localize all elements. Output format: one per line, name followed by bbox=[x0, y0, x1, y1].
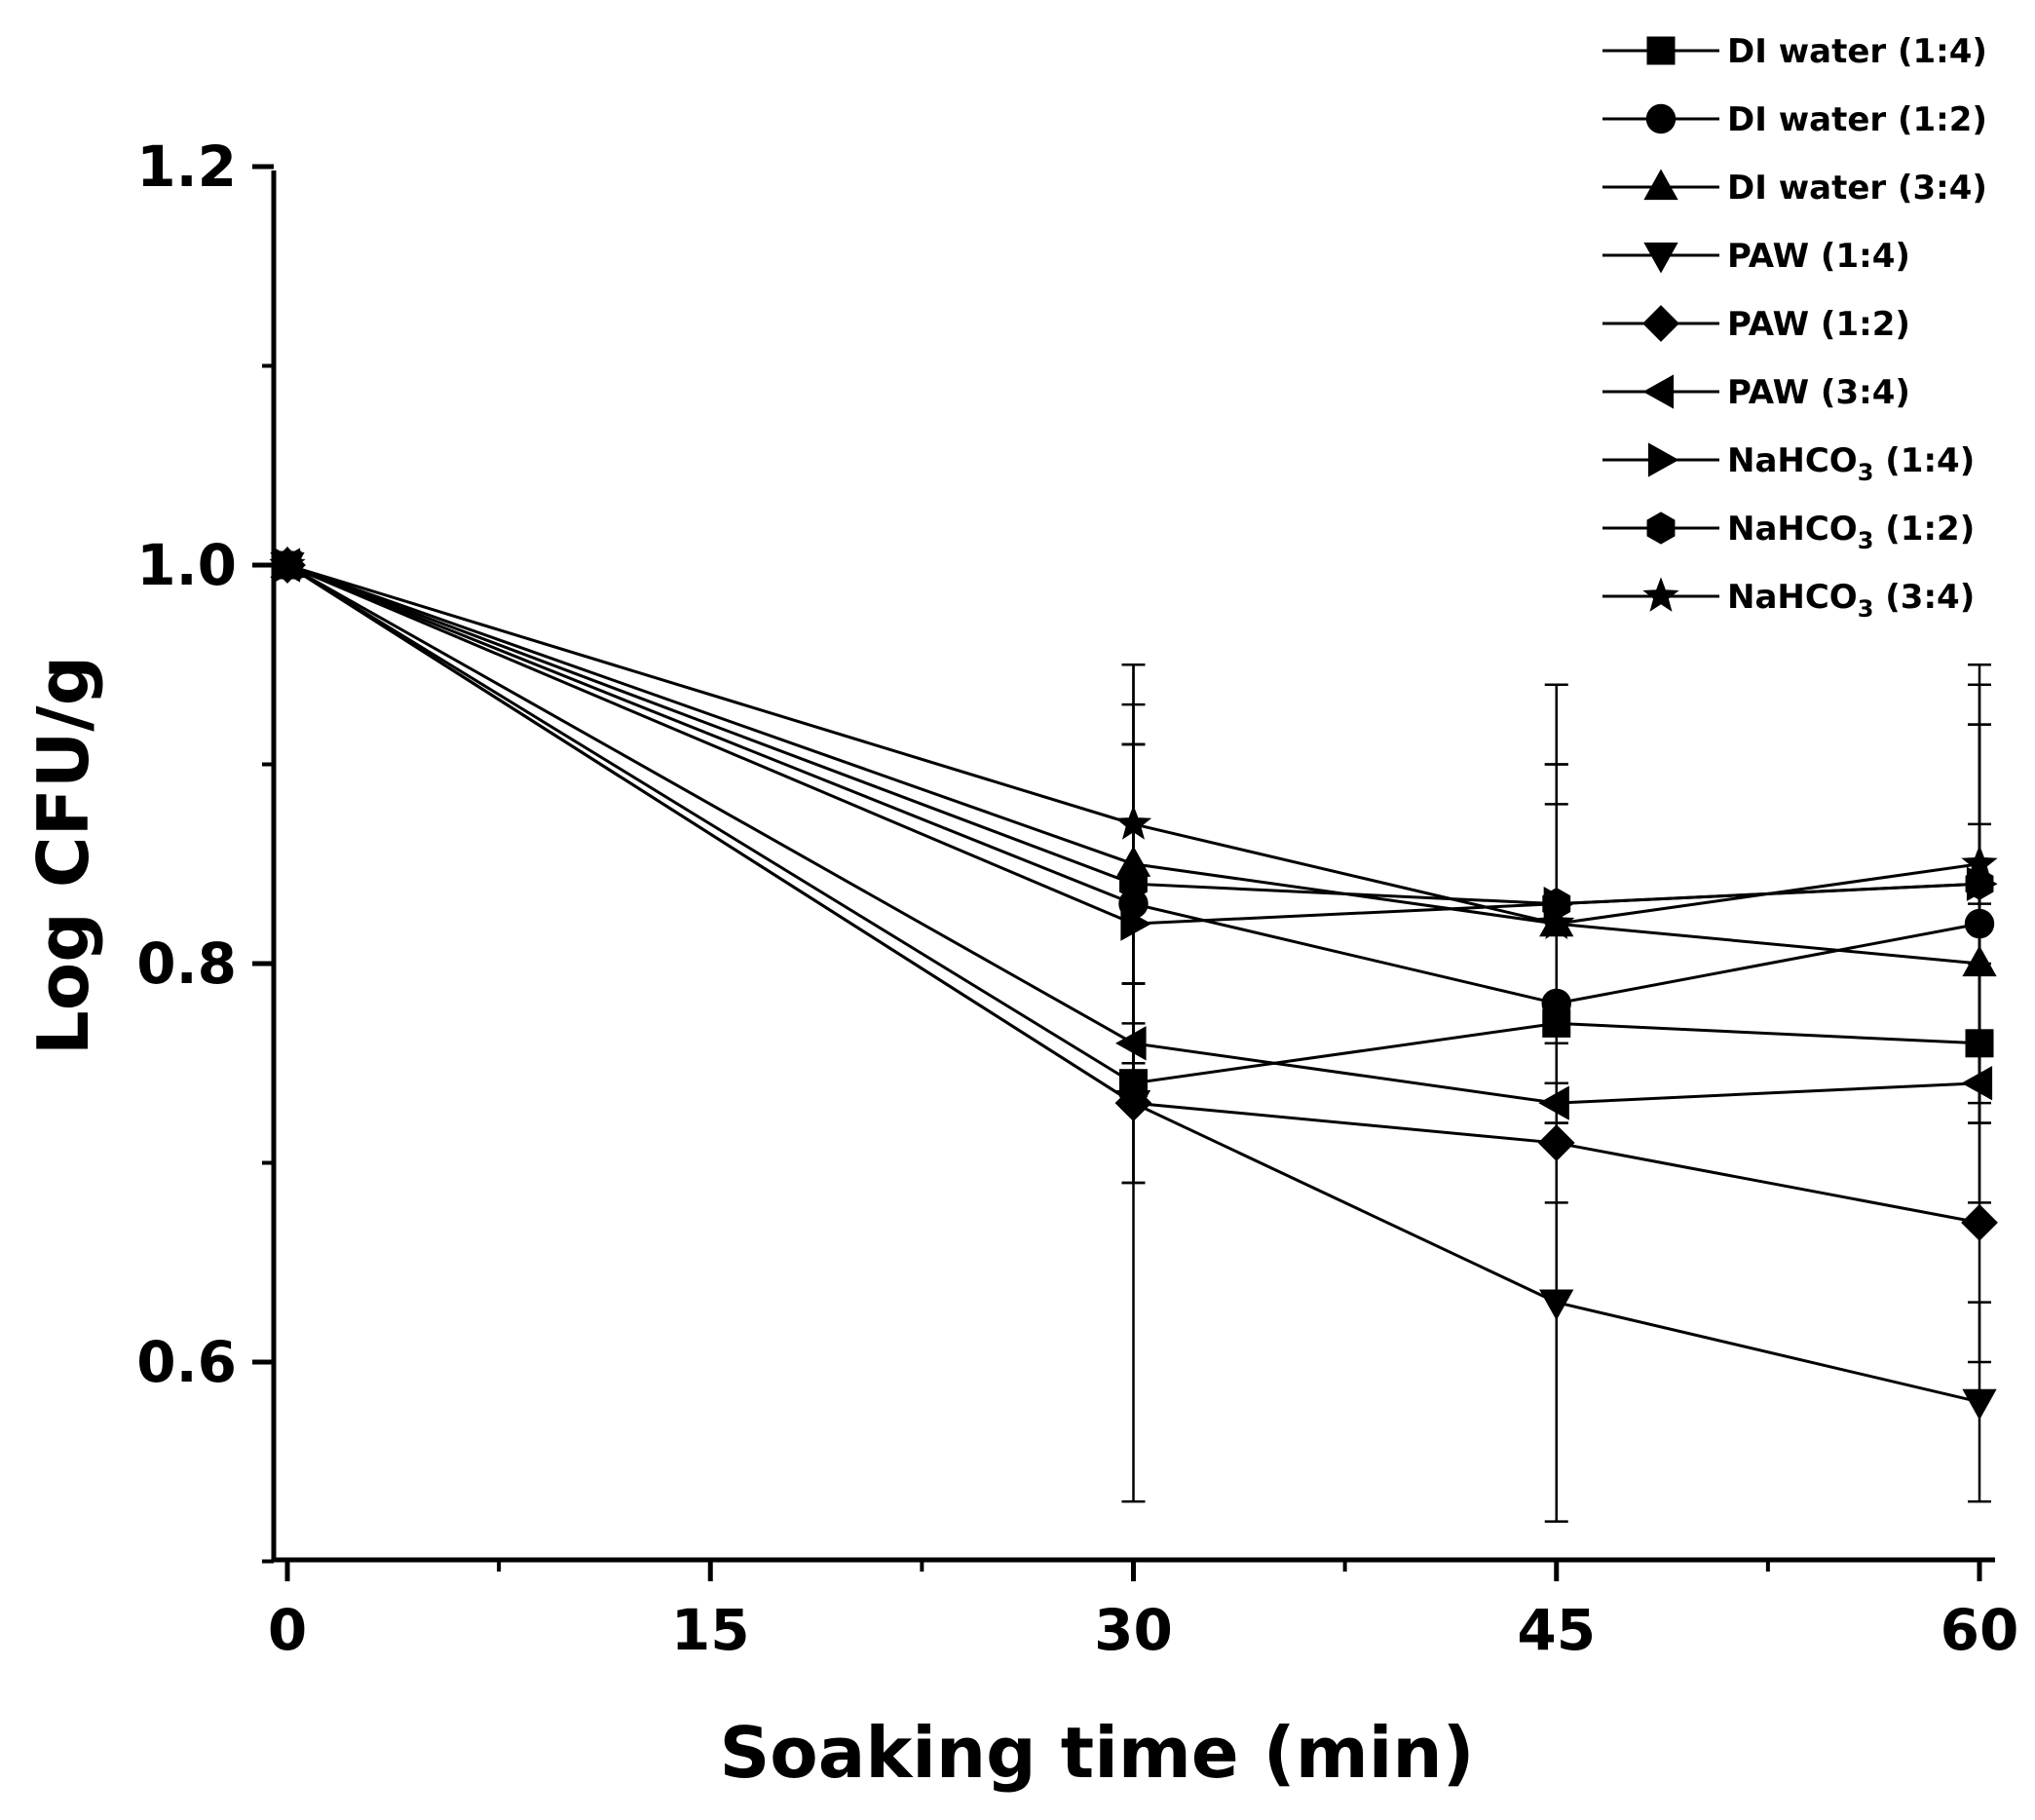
series-line bbox=[286, 563, 1980, 1085]
legend-label: PAW (1:4) bbox=[1727, 237, 1910, 276]
ticks bbox=[252, 164, 1982, 1581]
data-point bbox=[1114, 805, 1152, 840]
legend-label: DI water (3:4) bbox=[1727, 169, 1987, 208]
legend-label-text: PAW (3:4) bbox=[1727, 373, 1910, 412]
x-axis-title: Soaking time (min) bbox=[719, 1712, 1474, 1794]
series-line bbox=[286, 563, 1980, 1225]
data-point bbox=[1120, 906, 1152, 941]
series-line bbox=[286, 563, 1980, 1005]
legend-label-text: NaHCO bbox=[1727, 578, 1858, 617]
data-point bbox=[1964, 908, 1995, 939]
series-line bbox=[286, 563, 1980, 1105]
legend-label-tail: (1:2) bbox=[1873, 510, 1975, 549]
legend-label-text: DI water (3:4) bbox=[1727, 169, 1987, 208]
y-tick-label: 0.8 bbox=[136, 930, 237, 997]
legend-item: DI water (1:4) bbox=[1602, 32, 1987, 71]
legend-item: NaHCO3 (1:4) bbox=[1602, 441, 1975, 486]
legend-marker bbox=[1642, 577, 1679, 612]
legend-item: PAW (1:4) bbox=[1602, 237, 1910, 276]
legend-item: PAW (1:2) bbox=[1602, 305, 1910, 344]
legend-label-text: NaHCO bbox=[1727, 510, 1858, 549]
data-point bbox=[1538, 904, 1575, 939]
legend-marker bbox=[1646, 512, 1676, 545]
data-point bbox=[1539, 1289, 1574, 1321]
x-tick-label: 15 bbox=[671, 1597, 750, 1663]
x-tick-label: 30 bbox=[1094, 1597, 1173, 1663]
legend-label-text: DI water (1:2) bbox=[1727, 100, 1987, 139]
legend-marker bbox=[1645, 103, 1677, 134]
data-point bbox=[1962, 1388, 1997, 1421]
series-lines bbox=[286, 563, 1980, 1404]
legend-item: DI water (3:4) bbox=[1602, 169, 1987, 208]
x-tick-label: 0 bbox=[268, 1597, 307, 1663]
legend-label: NaHCO3 (1:2) bbox=[1727, 510, 1975, 554]
x-tick-label: 45 bbox=[1517, 1597, 1596, 1663]
data-point bbox=[1961, 1066, 1993, 1101]
legend-label-subscript: 3 bbox=[1858, 527, 1874, 554]
data-point bbox=[1119, 867, 1148, 900]
legend-label: DI water (1:2) bbox=[1727, 100, 1987, 139]
data-point bbox=[1114, 1084, 1152, 1122]
legend-label: NaHCO3 (1:4) bbox=[1727, 441, 1975, 486]
data-point bbox=[1965, 1029, 1994, 1058]
data-point bbox=[1538, 1085, 1569, 1120]
x-tick-label: 60 bbox=[1941, 1597, 2019, 1663]
legend-label: DI water (1:4) bbox=[1727, 32, 1987, 71]
data-point bbox=[1962, 945, 1997, 977]
tick-labels: 0.6 0.8 1.0 1.2 0 15 30 45 60 bbox=[136, 133, 2018, 1663]
legend-marker bbox=[1642, 374, 1675, 409]
data-point bbox=[1961, 845, 1998, 880]
legend-label-subscript: 3 bbox=[1858, 459, 1874, 486]
legend-label-tail: (3:4) bbox=[1873, 578, 1975, 617]
legend-label: NaHCO3 (3:4) bbox=[1727, 578, 1975, 623]
data-markers bbox=[269, 546, 1998, 1421]
legend-marker bbox=[1643, 169, 1678, 201]
y-tick-label: 1.2 bbox=[136, 133, 237, 200]
y-tick-label: 1.0 bbox=[136, 532, 237, 598]
legend-item: PAW (3:4) bbox=[1602, 373, 1910, 412]
legend-marker bbox=[1643, 242, 1678, 274]
legend-marker bbox=[1646, 36, 1676, 65]
legend-label-subscript: 3 bbox=[1858, 595, 1874, 623]
legend-label: PAW (3:4) bbox=[1727, 373, 1910, 412]
legend-marker bbox=[1642, 305, 1679, 342]
legend: DI water (1:4) DI water (1:2) DI water (3:… bbox=[1602, 32, 1987, 623]
series-line bbox=[286, 563, 1980, 926]
y-tick-label: 0.6 bbox=[136, 1329, 237, 1395]
legend-item: NaHCO3 (3:4) bbox=[1602, 577, 1975, 623]
legend-item: NaHCO3 (1:2) bbox=[1602, 510, 1975, 554]
legend-label-text: NaHCO bbox=[1727, 441, 1858, 480]
legend-label-text: PAW (1:4) bbox=[1727, 237, 1910, 276]
data-point bbox=[1537, 1124, 1575, 1161]
legend-marker bbox=[1647, 442, 1679, 477]
legend-label-text: DI water (1:4) bbox=[1727, 32, 1987, 71]
legend-item: DI water (1:2) bbox=[1602, 100, 1987, 139]
data-point bbox=[1541, 988, 1571, 1019]
legend-label-text: PAW (1:2) bbox=[1727, 305, 1910, 344]
y-axis-title: Log CFU/g bbox=[22, 656, 104, 1055]
legend-label-tail: (1:4) bbox=[1873, 441, 1975, 480]
data-point bbox=[1114, 1026, 1147, 1061]
legend-label: PAW (1:2) bbox=[1727, 305, 1910, 344]
data-point bbox=[1961, 1203, 1998, 1241]
